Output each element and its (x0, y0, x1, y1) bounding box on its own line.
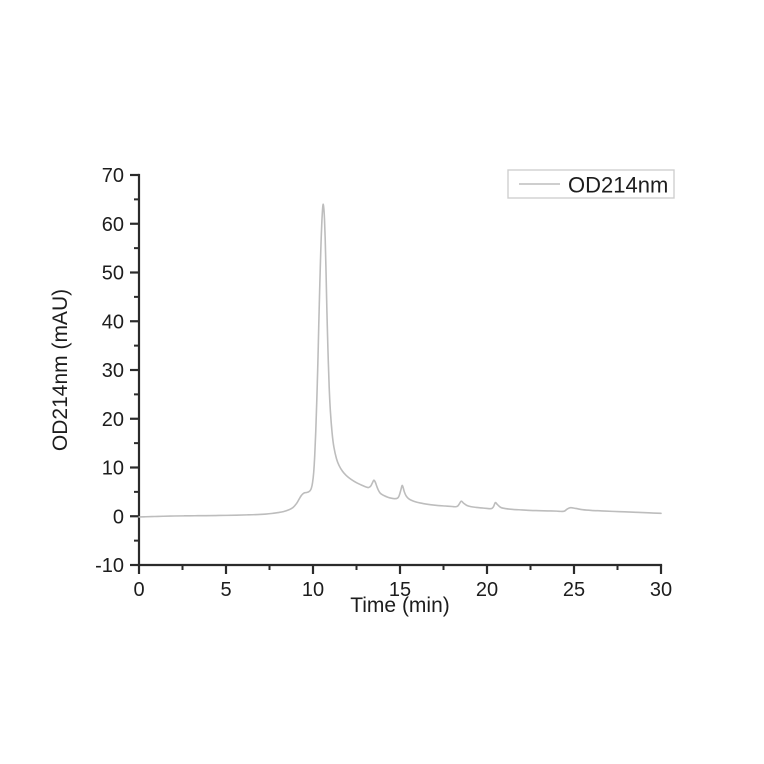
legend-label-od214nm: OD214nm (568, 173, 668, 198)
y-tick-label: 30 (102, 360, 124, 382)
y-tick-label: 70 (102, 165, 124, 187)
x-axis-ticks (137, 565, 663, 574)
legend: OD214nm (507, 169, 675, 199)
x-tick-label: 30 (650, 579, 672, 601)
y-tick-label: 50 (102, 263, 124, 285)
data-series-od214nm (138, 203, 662, 518)
y-axis-ticks (130, 173, 139, 567)
x-tick-label: 25 (563, 579, 585, 601)
y-axis-tick-labels: -10 0 10 20 30 40 50 60 70 (95, 165, 124, 577)
y-tick-label: 10 (102, 458, 124, 480)
x-tick-label: 5 (220, 579, 231, 601)
y-tick-label: 0 (113, 506, 124, 528)
y-tick-label: 20 (102, 409, 124, 431)
legend-box (507, 169, 675, 199)
y-tick-label: 60 (102, 214, 124, 236)
x-tick-label: 10 (302, 579, 324, 601)
x-tick-label: 0 (133, 579, 144, 601)
y-axis-title: OD214nm (mAU) (49, 289, 72, 451)
x-axis-tick-labels: 0 5 10 15 20 25 30 (133, 579, 672, 601)
y-tick-label: 40 (102, 311, 124, 333)
x-tick-label: 20 (476, 579, 498, 601)
y-tick-label: -10 (95, 555, 124, 577)
x-axis-title: Time (min) (350, 594, 450, 617)
x-tick-label: 15 (389, 579, 411, 601)
